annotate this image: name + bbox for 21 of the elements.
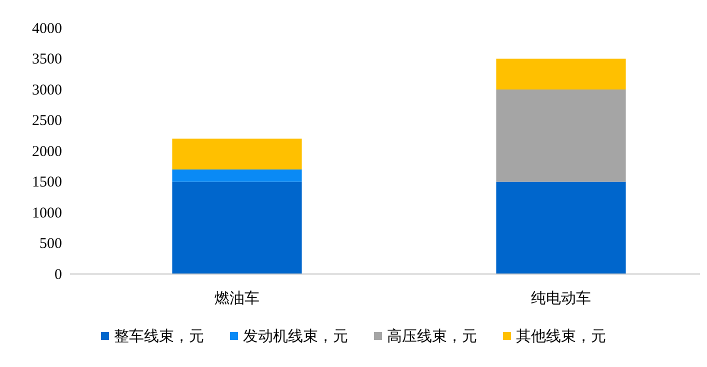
y-tick-label: 4000 bbox=[32, 20, 62, 37]
y-tick-label: 1000 bbox=[32, 205, 62, 222]
y-tick-label: 500 bbox=[40, 236, 62, 252]
y-tick-label: 1500 bbox=[32, 174, 62, 191]
bar bbox=[172, 182, 302, 274]
y-tick-label: 0 bbox=[54, 266, 62, 283]
bar bbox=[496, 58, 626, 90]
bar bbox=[172, 138, 302, 170]
legend-label: 高压线束，元 bbox=[387, 328, 477, 345]
y-tick-label: 2000 bbox=[32, 144, 62, 160]
x-tick-label: 纯电动车 bbox=[531, 290, 591, 307]
legend-label: 整车线束，元 bbox=[114, 328, 204, 345]
x-tick-label: 燃油车 bbox=[214, 290, 260, 307]
legend-label: 其他线束，元 bbox=[516, 328, 606, 345]
y-tick-label: 3000 bbox=[32, 82, 62, 98]
y-tick-label: 3500 bbox=[32, 52, 62, 68]
bar bbox=[172, 169, 302, 182]
bar bbox=[496, 90, 626, 182]
legend-label: 发动机线束，元 bbox=[243, 328, 348, 345]
y-tick-label: 2500 bbox=[32, 113, 62, 130]
bar bbox=[496, 182, 626, 274]
